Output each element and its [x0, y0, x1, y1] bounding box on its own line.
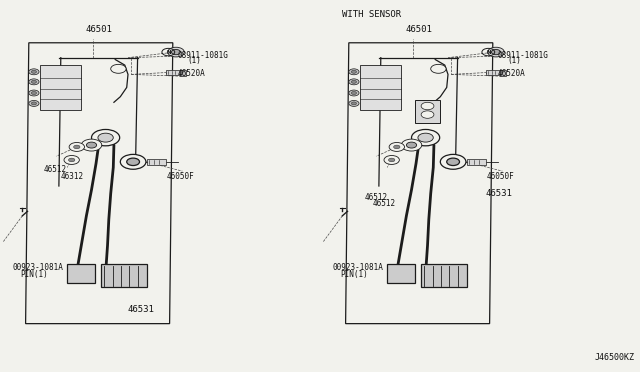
Circle shape	[447, 158, 460, 166]
Circle shape	[68, 158, 75, 162]
Circle shape	[351, 70, 356, 73]
Circle shape	[418, 133, 433, 142]
Text: 08911-1081G: 08911-1081G	[498, 51, 548, 60]
Circle shape	[389, 142, 404, 151]
Circle shape	[111, 64, 126, 73]
Circle shape	[69, 142, 84, 151]
Circle shape	[488, 47, 504, 57]
Circle shape	[120, 154, 146, 169]
Circle shape	[98, 133, 113, 142]
Circle shape	[31, 92, 36, 94]
Text: 46531: 46531	[127, 305, 154, 314]
Polygon shape	[67, 264, 95, 283]
Circle shape	[29, 79, 39, 85]
Text: 46520A: 46520A	[178, 69, 205, 78]
Circle shape	[388, 158, 395, 162]
Bar	[467, 159, 486, 165]
Text: 46501: 46501	[406, 25, 433, 34]
Text: 46050F: 46050F	[166, 172, 194, 181]
Circle shape	[29, 90, 39, 96]
Circle shape	[31, 102, 36, 105]
Bar	[421, 264, 467, 287]
Bar	[360, 65, 401, 110]
Circle shape	[431, 64, 446, 73]
Circle shape	[64, 155, 79, 164]
Text: 46512: 46512	[365, 193, 388, 202]
Text: PIN(1): PIN(1)	[340, 270, 368, 279]
Bar	[40, 65, 81, 110]
Text: (1): (1)	[507, 56, 521, 65]
Circle shape	[406, 142, 417, 148]
Bar	[500, 70, 506, 76]
Text: N: N	[486, 49, 491, 55]
Bar	[101, 264, 147, 287]
Circle shape	[401, 139, 422, 151]
Circle shape	[394, 145, 400, 149]
Circle shape	[349, 79, 359, 85]
Text: (1): (1)	[187, 56, 201, 65]
Circle shape	[349, 90, 359, 96]
Bar	[147, 159, 166, 165]
Text: 46512: 46512	[44, 165, 67, 174]
Text: 46512: 46512	[373, 199, 396, 208]
Text: 00923-1081A: 00923-1081A	[13, 263, 63, 272]
Circle shape	[421, 102, 434, 110]
Text: PIN(1): PIN(1)	[20, 270, 48, 279]
Bar	[166, 70, 182, 75]
Circle shape	[351, 102, 356, 105]
Circle shape	[351, 92, 356, 94]
Circle shape	[31, 80, 36, 83]
Text: WITH SENSOR: WITH SENSOR	[342, 10, 401, 19]
Circle shape	[349, 100, 359, 106]
Circle shape	[29, 69, 39, 75]
Circle shape	[421, 111, 434, 118]
Text: 46312: 46312	[61, 172, 84, 181]
Bar	[486, 70, 502, 75]
Circle shape	[86, 142, 97, 148]
Text: 46520A: 46520A	[498, 69, 525, 78]
Circle shape	[31, 70, 36, 73]
Text: 46531: 46531	[485, 189, 512, 198]
Circle shape	[29, 100, 39, 106]
Circle shape	[172, 49, 180, 55]
Circle shape	[168, 47, 184, 57]
Circle shape	[492, 49, 500, 55]
Text: 46050F: 46050F	[486, 172, 514, 181]
Circle shape	[127, 158, 140, 166]
Text: 00923-1081A: 00923-1081A	[333, 263, 383, 272]
Bar	[415, 100, 440, 123]
Circle shape	[440, 154, 466, 169]
Text: 08911-1081G: 08911-1081G	[178, 51, 228, 60]
Circle shape	[92, 129, 120, 146]
Circle shape	[351, 80, 356, 83]
Text: N: N	[166, 49, 171, 55]
Bar	[180, 70, 186, 76]
Polygon shape	[387, 264, 415, 283]
Circle shape	[384, 155, 399, 164]
Circle shape	[74, 145, 80, 149]
Circle shape	[81, 139, 102, 151]
Text: J46500KZ: J46500KZ	[595, 353, 635, 362]
Text: 46501: 46501	[86, 25, 113, 34]
Circle shape	[349, 69, 359, 75]
Circle shape	[412, 129, 440, 146]
